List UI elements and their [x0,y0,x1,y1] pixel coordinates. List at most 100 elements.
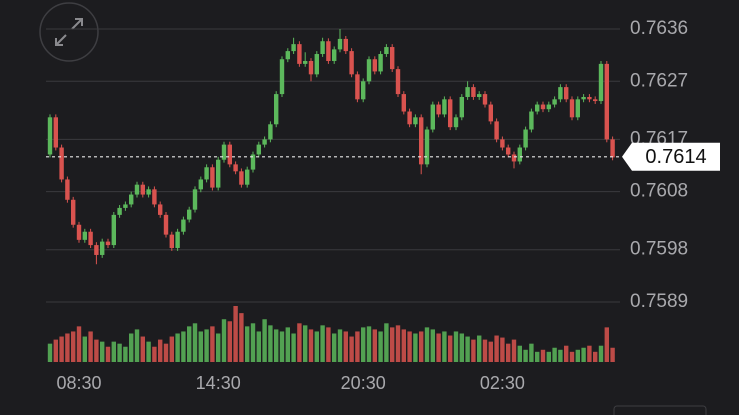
candle-body [407,111,412,125]
candle-body [355,74,360,100]
candle-body [558,87,563,100]
volume-bar [216,333,221,362]
candle-body [593,99,598,102]
candle-body [140,184,145,195]
candle-body [210,167,215,188]
volume-bar [575,349,580,362]
candle-body [308,60,314,75]
candle-body [274,94,279,125]
last-price-label: 0.7614 [645,146,706,168]
volume-bar [610,347,615,362]
volume-bar [245,326,250,362]
volume-bar [459,333,464,362]
volume-bar [477,335,482,362]
candle-body [123,204,128,208]
volume-bar [53,339,58,362]
candle-body [604,63,609,140]
candle-body [349,51,354,75]
candle-body [529,111,534,130]
volume-bar [430,329,435,362]
candle-body [401,94,406,112]
candle-body [181,219,186,232]
expand-icon[interactable] [55,18,83,46]
volume-bar [181,331,186,362]
candle-body [221,144,227,160]
volume-bar [407,331,412,362]
candle-body [291,44,296,52]
volume-bar [291,333,296,362]
volume-bar [279,331,285,362]
volume-bar [494,335,499,362]
candle-body [198,179,203,190]
volume-bar [390,327,395,362]
volume-bar [82,336,87,362]
expand-circle[interactable] [39,2,99,62]
candle-body [378,54,383,72]
volume-bar [564,345,569,362]
volume-bar [285,327,290,362]
candle-body [320,41,325,55]
candle-body [366,59,372,82]
candle-body [233,164,238,172]
candle-body [337,38,343,50]
volume-bar [187,326,192,362]
volume-bar [268,325,273,362]
candle-body [575,99,580,118]
candle-body [146,189,151,195]
volume-bar [314,331,319,362]
x-tick-label: 08:30 [56,373,101,393]
volume-bar [204,329,209,362]
volume-bar [140,336,145,362]
volume-bar [535,351,540,362]
candle-body [152,189,157,205]
volume-bar [47,343,53,362]
volume-bar [158,339,163,362]
candle-body [471,87,476,97]
candle-body [500,139,505,148]
volume-bar [297,323,302,362]
candle-body [163,214,169,235]
volume-bar [546,351,551,362]
expand-button[interactable] [39,2,99,62]
candle-body [564,87,569,100]
y-tick-label: 0.7636 [630,18,688,39]
candle-body [395,69,401,95]
candle-body [587,96,592,100]
volume-bar [401,329,406,362]
volume-bar [71,331,76,362]
candle-body [384,47,389,55]
candle-body [506,147,511,155]
candle-body [158,204,163,215]
volume-bar [59,336,64,362]
volume-bar [540,349,546,362]
volume-bar [146,341,151,362]
volume-bar [308,329,314,362]
candle-body [546,104,551,110]
volume-bar [558,349,563,362]
volume-bar [274,329,279,362]
volume-bar [593,351,598,362]
candle-body [314,54,319,75]
candle-body [303,60,308,64]
volume-bar [111,341,116,362]
volume-bar [163,343,169,362]
candle-body [111,214,116,246]
volume-bar [233,306,238,362]
volume-bar [355,331,360,362]
candle-body [227,144,232,165]
y-tick-label: 0.7589 [630,291,688,312]
candle-body [129,194,134,205]
candle-body [297,44,302,64]
volume-bar [552,347,557,362]
candle-body [482,94,488,105]
candle-body [465,87,470,97]
candle-body [204,167,209,180]
candle-body [390,47,395,70]
candle-body [436,104,441,115]
volume-bar [88,331,93,362]
candle-body [372,59,377,72]
volume-bar [320,325,325,362]
y-tick-label: 0.7627 [630,70,688,91]
volume-bar [569,351,575,362]
candle-body [250,154,256,170]
